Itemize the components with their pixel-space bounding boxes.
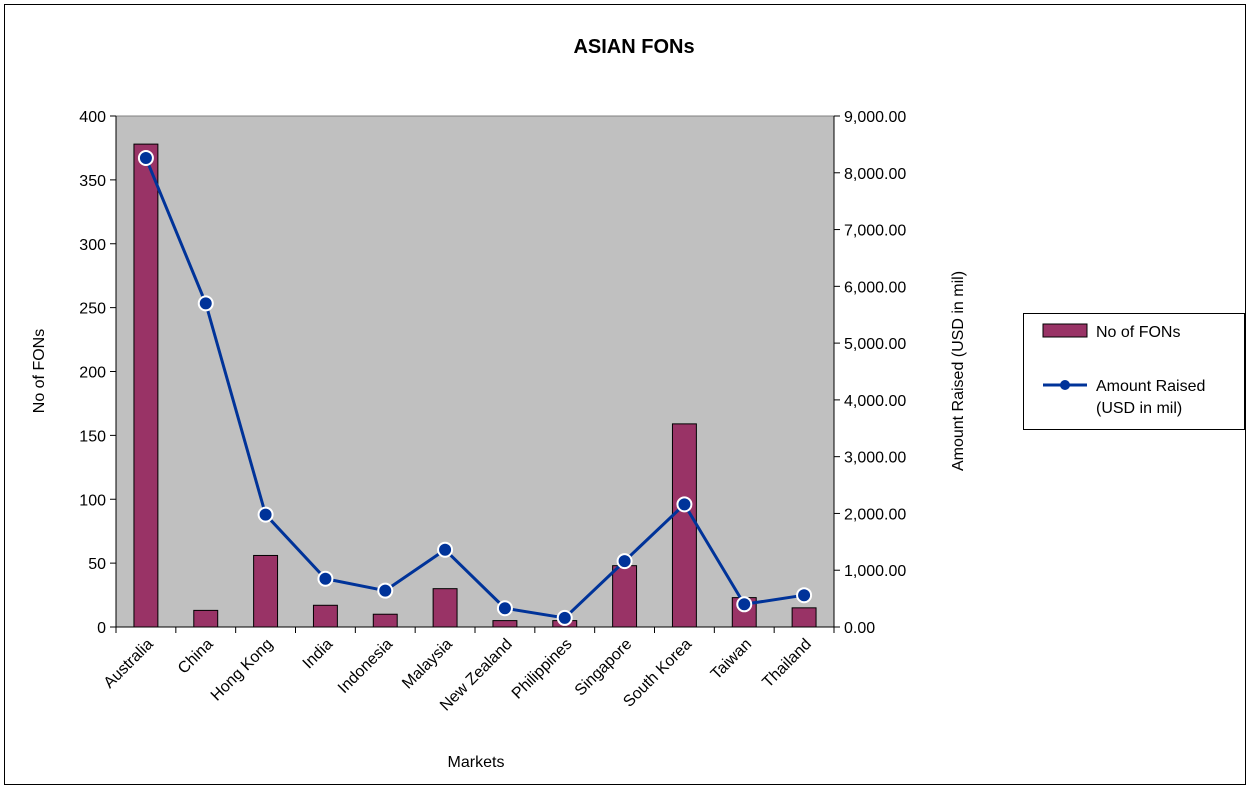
y2-tick-label: 8,000.00 [844,166,906,183]
bar-china [193,609,219,628]
point-malaysia [437,541,454,558]
bar-hong-kong [253,554,279,628]
y-tick-label: 100 [79,492,106,509]
bar-thailand [791,607,817,628]
point-india [317,570,334,587]
y2-tick-label: 7,000.00 [844,223,906,240]
point-china [197,295,214,312]
legend-swatch-amount-raised-marker [1060,380,1070,390]
y2-tick-label: 2,000.00 [844,506,906,523]
bar-south-korea [671,423,697,628]
point-taiwan [736,596,753,613]
y-tick-label: 150 [79,428,106,445]
plot-area [115,115,835,628]
point-indonesia [377,582,394,599]
y-tick-label: 400 [79,109,106,126]
chart-title: ASIAN FONs [573,36,694,58]
legend-label-amount-raised-line1: Amount Raised [1096,378,1205,395]
bar-series-no-of-fons [133,143,817,628]
bar-singapore [612,565,638,628]
line-series-amount-raised [137,150,813,626]
legend: No of FONs Amount Raised (USD in mil) [1023,313,1245,430]
y2-tick-label: 4,000.00 [844,393,906,410]
y2-tick-label: 6,000.00 [844,279,906,296]
legend-label-no-of-fons: No of FONs [1096,324,1180,341]
amount-raised-line [144,157,805,620]
y2-tick-label: 5,000.00 [844,336,906,353]
y2-axis-label: Amount Raised (USD in mil) [950,271,967,471]
y2-tick-label: 0.00 [844,620,875,637]
y2-tick-label: 3,000.00 [844,450,906,467]
bar-malaysia [432,588,458,628]
y-tick-label: 0 [97,620,106,637]
point-singapore [616,553,633,570]
legend-swatch-no-of-fons [1042,323,1088,338]
legend-label-amount-raised-line2: (USD in mil) [1096,400,1182,417]
y-tick-label: 200 [79,365,106,382]
point-australia [137,150,154,167]
x-axis-label: Markets [448,754,505,771]
bar-new-zealand [492,620,518,628]
bar-australia [133,143,159,628]
point-thailand [796,587,813,604]
y2-tick-label: 1,000.00 [844,563,906,580]
y-tick-label: 350 [79,173,106,190]
point-new-zealand [496,600,513,617]
y-tick-label: 250 [79,301,106,318]
point-south-korea [676,496,693,513]
y2-tick-label: 9,000.00 [844,109,906,126]
point-philippines [556,609,573,626]
y-axis-label: No of FONs [31,329,48,413]
bar-indonesia [372,613,398,628]
y-tick-label: 50 [88,556,106,573]
point-hong-kong [257,506,274,523]
y-tick-label: 300 [79,237,106,254]
bar-india [312,604,338,628]
